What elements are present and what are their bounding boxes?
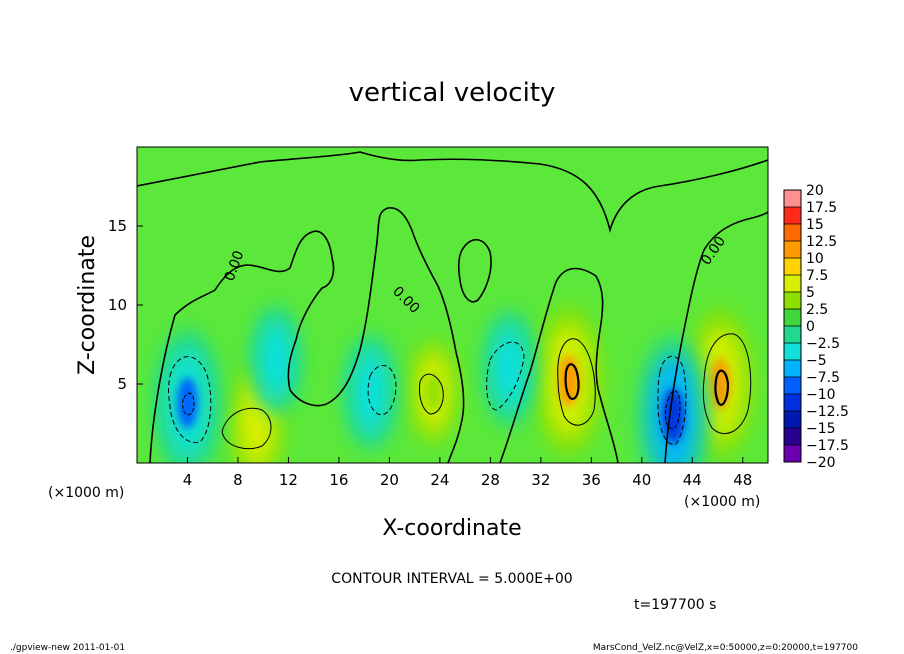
x-tick-label: 40 (632, 471, 651, 489)
colorbar-tick-label: −7.5 (806, 370, 840, 386)
colorbar-tick-label: −5 (806, 353, 827, 369)
negative-contour (367, 365, 397, 416)
colorbar-swatch (784, 292, 801, 309)
updraft-core (426, 374, 442, 410)
colorbar-swatch (784, 275, 801, 292)
colorbar-tick-label: 20 (806, 183, 824, 199)
y-axis-title: Z-coordinate (75, 235, 100, 375)
negative-contour (657, 355, 687, 445)
colorbar-tick-label: 7.5 (806, 268, 828, 284)
updraft-core (558, 355, 579, 407)
colorbar-tick-label: 5 (806, 285, 815, 301)
colorbar-tick-label: 17.5 (806, 200, 837, 216)
zero-contour (499, 267, 619, 463)
plot-area: 0.00 0.00 0.00 (137, 147, 768, 463)
chart-title: vertical velocity (349, 78, 556, 108)
colorbar-swatch (784, 224, 801, 241)
y-tick-label: 15 (108, 217, 127, 235)
colorbar-tick-label: −17.5 (806, 438, 849, 454)
colorbar-swatch (784, 360, 801, 377)
colorbar-swatch (784, 309, 801, 326)
colorbar-swatch (784, 258, 801, 275)
time-text: t=197700 s (634, 597, 716, 613)
colorbar-tick-label: −10 (806, 387, 836, 403)
colorbar-tick-label: 0 (806, 319, 815, 335)
footer-right: MarsCond_VelZ.nc@VelZ,x=0:50000,z=0:2000… (593, 643, 858, 653)
x-tick-label: 16 (329, 471, 348, 489)
updraft-core (248, 403, 266, 444)
colorbar-swatch (784, 394, 801, 411)
downdraft-core (267, 341, 284, 380)
x-tick-label: 20 (380, 471, 399, 489)
colorbar-tick-label: −20 (806, 455, 836, 471)
contour-lines (137, 151, 768, 463)
y-tick-label: 10 (108, 296, 127, 314)
strong-negative-contour (664, 390, 681, 430)
colorbar-swatch (784, 428, 801, 445)
colorbar-tick-label: 12.5 (806, 234, 837, 250)
colorbar-tick-label: −12.5 (806, 404, 849, 420)
colorbar-swatch (784, 241, 801, 258)
colorbar-tick-label: 15 (806, 217, 824, 233)
negative-contour (168, 356, 212, 444)
x-tick-label: 24 (430, 471, 449, 489)
x-tick-label: 36 (582, 471, 601, 489)
x-tick-label: 48 (733, 471, 752, 489)
y-tick-label: 5 (117, 375, 127, 393)
colorbar-swatch (784, 377, 801, 394)
positive-contour (419, 373, 444, 415)
negative-contour (486, 341, 525, 411)
zero-contour (457, 238, 492, 303)
colorbar-tick-label: 2.5 (806, 302, 828, 318)
x-tick-label: 12 (279, 471, 298, 489)
y-unit-label: (×1000 m) (684, 494, 760, 510)
colorbar-swatch (784, 445, 801, 462)
colorbar-swatch (784, 190, 801, 207)
velocity-features (152, 304, 755, 463)
downdraft-core (177, 377, 198, 429)
downdraft-core (500, 348, 518, 389)
strong-negative-contour (182, 392, 195, 416)
positive-contour (221, 407, 272, 450)
zero-contour (289, 207, 465, 463)
updraft-core (709, 358, 731, 410)
y-axis: 5 10 15 (108, 217, 143, 393)
zero-contour (137, 151, 768, 234)
colorbar: 2017.51512.5107.552.50−2.5−5−7.5−10−12.5… (783, 183, 849, 471)
strong-positive-contour (564, 363, 580, 400)
positive-contour (702, 333, 752, 434)
x-unit-label: (×1000 m) (48, 485, 124, 501)
positive-contour (557, 338, 596, 426)
x-tick-label: 8 (233, 471, 243, 489)
x-axis: 4 8 12 16 20 24 28 32 36 40 44 48 (183, 457, 752, 489)
x-tick-label: 32 (531, 471, 550, 489)
colorbar-swatch (784, 207, 801, 224)
zero-contour (664, 211, 768, 463)
x-tick-label: 28 (481, 471, 500, 489)
downdraft-core (362, 372, 379, 412)
colorbar-tick-label: 10 (806, 251, 824, 267)
colorbar-tick-label: −2.5 (806, 336, 840, 352)
x-tick-label: 44 (683, 471, 702, 489)
colorbar-swatch (784, 343, 801, 360)
x-tick-label: 4 (183, 471, 193, 489)
x-axis-title: X-coordinate (382, 516, 521, 541)
strong-positive-contour (714, 369, 730, 406)
footer-left: ./gpview-new 2011-01-01 (10, 643, 125, 653)
colorbar-swatch (784, 411, 801, 428)
zero-contour (149, 230, 335, 463)
contour-interval-text: CONTOUR INTERVAL = 5.000E+00 (331, 571, 572, 587)
colorbar-tick-label: −15 (806, 421, 836, 437)
colorbar-swatch (784, 326, 801, 343)
